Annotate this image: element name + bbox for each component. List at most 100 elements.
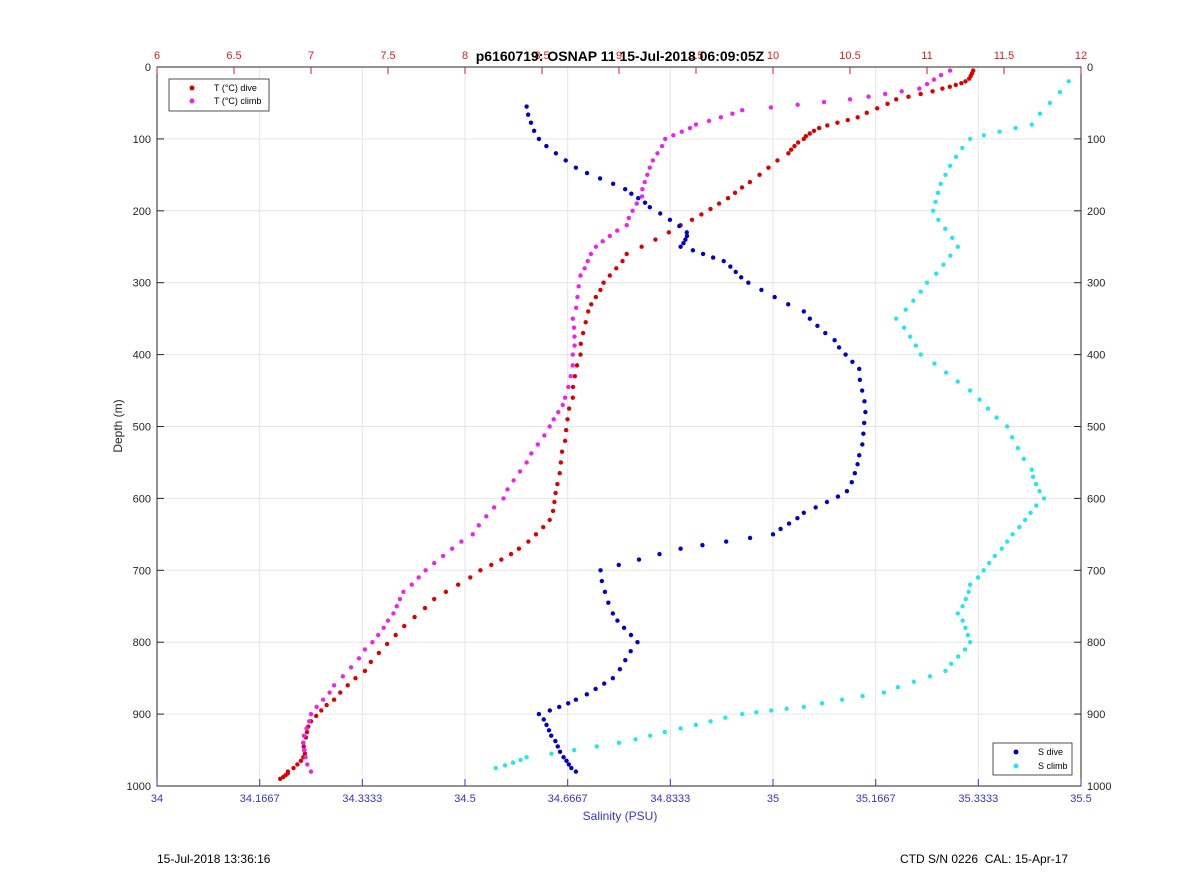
data-point-t-c-climb: [647, 165, 652, 170]
y-tick-label-right: 200: [1087, 206, 1105, 218]
data-point-s-dive: [628, 632, 634, 638]
data-point-t-c-climb: [588, 251, 594, 257]
data-point-t-c-climb: [308, 769, 314, 774]
data-point-s-climb: [933, 199, 938, 205]
data-point-t-c-climb: [570, 316, 575, 321]
grid-layer: [156, 66, 1082, 787]
data-point-t-c-climb: [931, 77, 937, 82]
data-point-s-dive: [606, 600, 611, 605]
data-point-s-dive: [536, 711, 542, 717]
data-point-s-dive: [690, 248, 696, 253]
x-bottom-tick-label: 34.5: [454, 793, 475, 805]
data-point-s-dive: [849, 480, 854, 485]
data-point-t-c-climb: [847, 97, 853, 102]
data-point-s-climb: [1010, 532, 1015, 537]
data-point-s-dive: [593, 686, 598, 692]
data-point-t-c-dive: [468, 575, 473, 580]
x-bottom-tick-label: 34.1667: [240, 793, 280, 805]
data-point-s-dive: [835, 494, 841, 499]
data-point-t-c-dive: [766, 165, 771, 170]
data-point-t-c-dive: [807, 131, 812, 136]
data-point-s-dive: [824, 499, 830, 505]
data-point-t-c-dive: [368, 659, 374, 665]
data-point-t-c-dive: [563, 427, 569, 433]
legend-marker-t-climb: [189, 98, 195, 104]
data-point-t-c-climb: [600, 239, 605, 244]
data-point-s-dive: [700, 251, 706, 257]
data-point-t-c-dive: [278, 776, 283, 782]
data-point-s-climb: [967, 388, 973, 393]
data-point-s-climb: [960, 604, 965, 609]
data-point-s-dive: [733, 269, 738, 275]
x-top-tick-label: 9: [616, 50, 622, 62]
data-point-s-dive: [861, 431, 866, 436]
legend-marker-s-climb: [1013, 763, 1019, 769]
data-point-t-c-climb: [340, 674, 346, 679]
data-point-t-c-dive: [547, 517, 552, 523]
y-tick-label-left: 800: [133, 637, 151, 649]
data-point-s-dive: [610, 675, 616, 681]
data-point-t-c-climb: [615, 228, 620, 233]
data-point-s-climb: [965, 632, 971, 638]
data-point-s-climb: [860, 693, 865, 699]
x-top-tick-label: 7.5: [380, 50, 395, 62]
data-point-t-c-dive: [959, 80, 964, 86]
data-point-s-climb: [518, 757, 523, 763]
data-point-t-c-dive: [792, 143, 797, 149]
data-point-t-c-climb: [505, 487, 510, 492]
data-point-s-dive: [801, 510, 806, 515]
data-point-t-c-dive: [601, 280, 606, 285]
y-tick-label-right: 700: [1087, 565, 1105, 577]
data-point-t-c-dive: [384, 641, 390, 647]
x-top-tick-label: 11.5: [994, 50, 1015, 62]
data-point-s-dive: [778, 526, 783, 532]
data-point-s-climb: [955, 379, 960, 384]
x-bottom-tick-label: 34: [151, 793, 163, 805]
data-point-t-c-climb: [542, 433, 547, 438]
data-point-t-c-dive: [963, 79, 968, 84]
data-point-s-dive: [860, 442, 865, 447]
data-point-s-climb: [894, 316, 899, 321]
data-point-t-c-dive: [716, 201, 722, 206]
data-point-s-climb: [963, 596, 968, 602]
data-point-s-dive: [786, 521, 792, 526]
data-point-t-c-climb: [303, 755, 308, 760]
data-point-s-climb: [1029, 122, 1034, 127]
data-point-s-climb: [678, 726, 683, 731]
data-point-s-dive: [597, 176, 603, 181]
data-point-t-c-dive: [607, 273, 613, 278]
data-point-s-dive: [815, 323, 820, 329]
data-point-t-c-dive: [402, 623, 407, 629]
y-tick-label-left: 0: [145, 62, 151, 74]
data-point-s-dive: [642, 200, 648, 205]
data-point-t-c-dive: [566, 406, 572, 411]
data-point-s-climb: [960, 618, 965, 623]
data-point-t-c-dive: [489, 562, 494, 568]
data-point-s-dive: [628, 648, 633, 654]
data-point-t-c-climb: [348, 665, 354, 670]
data-point-t-c-climb: [593, 244, 599, 249]
data-point-s-climb: [938, 181, 943, 187]
data-point-s-dive: [617, 666, 623, 672]
data-point-t-c-dive: [817, 125, 822, 131]
data-point-s-climb: [981, 133, 986, 138]
data-point-s-dive: [647, 205, 652, 210]
data-point-t-c-climb: [423, 568, 428, 573]
data-point-t-c-dive: [583, 320, 588, 325]
data-point-t-c-dive: [301, 744, 306, 749]
data-point-s-dive: [683, 237, 688, 242]
data-point-s-climb: [895, 684, 901, 690]
data-point-s-climb: [901, 325, 907, 330]
data-point-t-c-climb: [576, 284, 581, 289]
data-point-s-climb: [932, 361, 937, 366]
data-point-t-c-climb: [571, 325, 577, 330]
data-point-s-climb: [524, 755, 529, 760]
data-point-t-c-dive: [557, 471, 562, 476]
data-point-t-c-climb: [650, 158, 656, 163]
data-point-s-climb: [960, 145, 965, 151]
data-point-t-c-climb: [947, 68, 953, 73]
data-point-t-c-dive: [338, 690, 343, 695]
data-point-t-c-climb: [556, 409, 561, 415]
data-point-s-climb: [723, 715, 728, 720]
